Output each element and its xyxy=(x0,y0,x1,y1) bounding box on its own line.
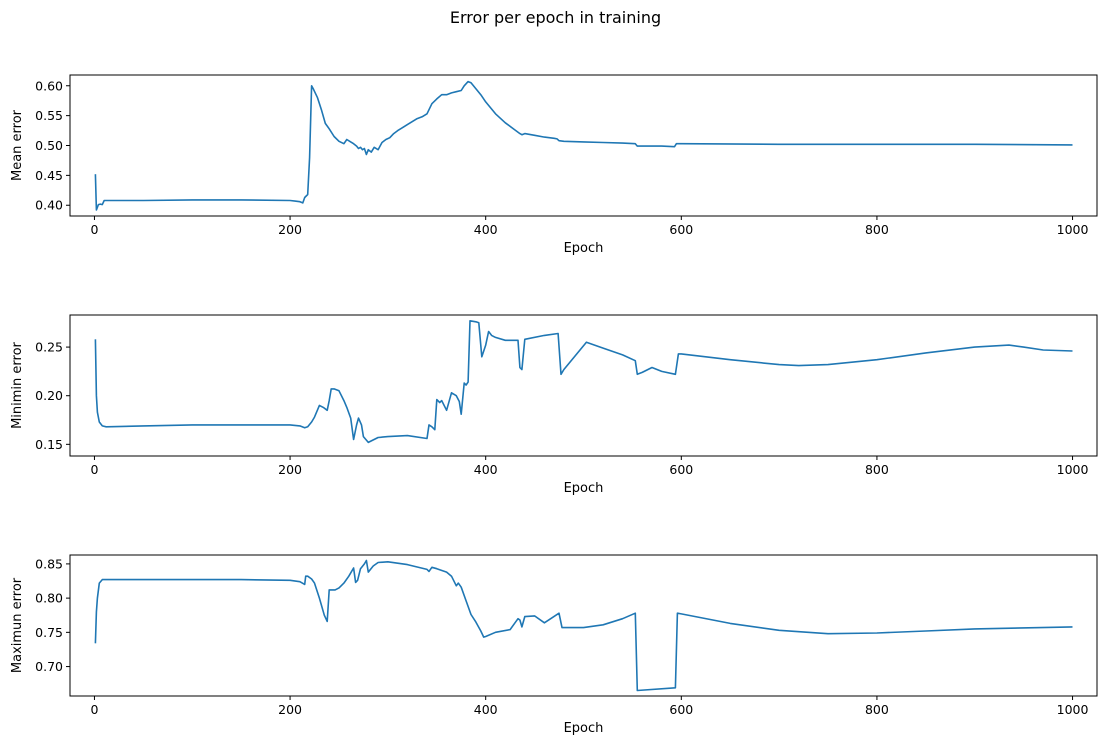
y-axis-label: Minimin error xyxy=(10,341,25,428)
subplot-2: 0 200 400 600 800 1000 0.15 0.20 0.25 Epoch Minimi… xyxy=(10,314,1098,496)
axes-frame xyxy=(69,314,1098,457)
y-tick-label: 0.25 xyxy=(35,340,63,355)
subplot-3: 0 200 400 600 800 1000 0.70 0.75 0.80 0.85 Epoch Ma… xyxy=(10,554,1098,736)
y-tick-label: 0.75 xyxy=(35,625,63,640)
axes-frame xyxy=(69,74,1098,217)
axes-frame xyxy=(69,554,1098,697)
y-tick-label: 0.40 xyxy=(35,198,63,213)
x-tick-label: 800 xyxy=(865,222,889,237)
x-tick-label: 600 xyxy=(669,222,693,237)
x-axis-label: Epoch xyxy=(564,481,604,496)
y-tick-label: 0.80 xyxy=(35,591,63,606)
x-tick-label: 600 xyxy=(669,462,693,477)
subplot-1: 0 200 400 600 800 1000 0.40 0.45 0.50 0.55 0.60 Epo… xyxy=(10,74,1098,256)
x-tick-label: 400 xyxy=(474,222,498,237)
series-line-1-1 xyxy=(94,80,1073,211)
y-axis-label: Maximun error xyxy=(10,577,25,673)
y-tick-label: 0.45 xyxy=(35,168,63,183)
x-tick-label: 400 xyxy=(474,702,498,717)
x-tick-label: 200 xyxy=(278,702,302,717)
x-tick-label: 0 xyxy=(90,462,98,477)
y-tick-label: 0.50 xyxy=(35,138,63,153)
y-tick-label: 0.20 xyxy=(35,388,63,403)
y-tick-label: 0.60 xyxy=(35,78,63,93)
y-tick-label: 0.85 xyxy=(35,556,63,571)
series-line-2-1 xyxy=(94,319,1073,444)
x-axis-label: Epoch xyxy=(564,241,604,256)
x-tick-label: 1000 xyxy=(1057,222,1089,237)
x-tick-label: 800 xyxy=(865,462,889,477)
y-tick-label: 0.70 xyxy=(35,659,63,674)
x-tick-label: 0 xyxy=(90,702,98,717)
x-tick-label: 600 xyxy=(669,702,693,717)
figure-title: Error per epoch in training xyxy=(449,8,662,27)
x-tick-label: 1000 xyxy=(1057,702,1089,717)
x-tick-label: 200 xyxy=(278,222,302,237)
y-tick-label: 0.15 xyxy=(35,437,63,452)
x-tick-label: 0 xyxy=(90,222,98,237)
series-line-3-1 xyxy=(94,559,1073,692)
x-tick-label: 800 xyxy=(865,702,889,717)
y-tick-label: 0.55 xyxy=(35,108,63,123)
x-tick-label: 200 xyxy=(278,462,302,477)
x-tick-label: 400 xyxy=(474,462,498,477)
x-tick-label: 1000 xyxy=(1057,462,1089,477)
x-axis-label: Epoch xyxy=(564,721,604,736)
y-axis-label: Mean error xyxy=(10,109,25,181)
